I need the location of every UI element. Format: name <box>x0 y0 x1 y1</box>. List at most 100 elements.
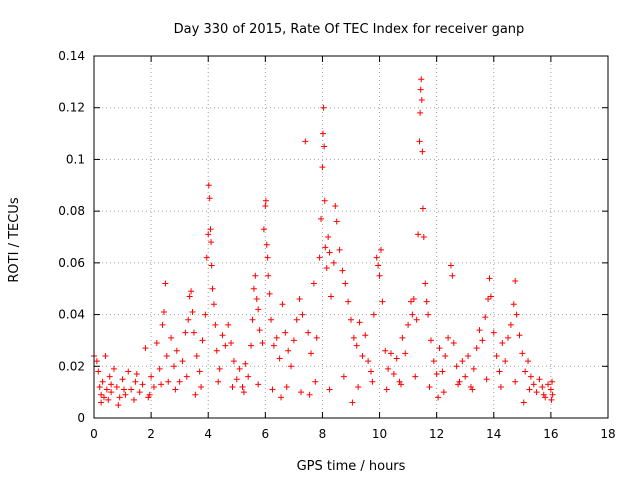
x-tick-label: 0 <box>90 427 98 441</box>
data-point <box>476 327 483 334</box>
data-point <box>328 293 335 300</box>
data-point <box>336 246 343 253</box>
data-point <box>367 368 374 375</box>
data-point <box>422 280 429 287</box>
data-point <box>110 365 117 372</box>
data-point <box>133 371 140 378</box>
data-point <box>240 389 247 396</box>
data-point <box>412 373 419 380</box>
data-point <box>455 381 462 388</box>
data-point <box>340 373 347 380</box>
data-point <box>425 311 432 318</box>
data-point <box>99 378 106 385</box>
data-point <box>103 386 110 393</box>
data-point <box>163 352 170 359</box>
data-point <box>447 262 454 269</box>
data-point <box>519 350 526 357</box>
data-point <box>482 314 489 321</box>
data-point <box>283 383 290 390</box>
data-point <box>119 376 126 383</box>
data-point <box>202 311 209 318</box>
data-point <box>417 86 424 93</box>
data-point <box>179 358 186 365</box>
data-point <box>302 138 309 145</box>
x-tick-label: 12 <box>429 427 444 441</box>
data-point <box>326 249 333 256</box>
data-point <box>323 265 330 272</box>
data-point <box>173 347 180 354</box>
x-tick-label: 14 <box>486 427 501 441</box>
data-point <box>417 109 424 116</box>
x-axis-label: GPS time / hours <box>297 459 406 474</box>
data-point <box>245 373 252 380</box>
data-point <box>153 340 160 347</box>
data-point <box>449 272 456 279</box>
data-point <box>148 373 155 380</box>
data-point <box>459 358 466 365</box>
data-point <box>390 371 397 378</box>
data-point <box>547 386 554 393</box>
data-point <box>116 394 123 401</box>
data-point <box>549 378 556 385</box>
data-point <box>98 399 105 406</box>
data-point <box>520 399 527 406</box>
data-point <box>185 316 192 323</box>
y-tick-label: 0.02 <box>58 359 85 373</box>
data-point <box>430 358 437 365</box>
data-point <box>387 350 394 357</box>
data-point <box>189 308 196 315</box>
data-point <box>252 272 259 279</box>
data-point <box>375 262 382 269</box>
data-point <box>383 386 390 393</box>
data-point <box>255 306 262 313</box>
data-point <box>250 285 257 292</box>
data-point <box>485 296 492 303</box>
x-tick-labels: 0 2 4 6 8 10 12 14 16 18 <box>90 427 615 441</box>
data-point <box>339 267 346 274</box>
data-point <box>215 378 222 385</box>
data-point <box>276 355 283 362</box>
data-point <box>146 391 153 398</box>
data-point <box>222 342 229 349</box>
data-point <box>225 321 232 328</box>
data-point <box>316 254 323 261</box>
data-point <box>320 104 327 111</box>
data-point <box>419 205 426 212</box>
data-point <box>273 334 280 341</box>
data-point <box>93 358 100 365</box>
data-point <box>473 345 480 352</box>
data-point <box>242 360 249 367</box>
data-point <box>145 394 152 401</box>
data-point <box>159 321 166 328</box>
data-point <box>165 378 172 385</box>
data-point <box>205 182 212 189</box>
data-point <box>130 396 137 403</box>
data-point <box>115 402 122 409</box>
data-point <box>270 342 277 349</box>
data-point <box>548 396 555 403</box>
data-point <box>264 254 271 261</box>
y-tick-label: 0.08 <box>58 204 85 218</box>
data-point <box>182 329 189 336</box>
data-point <box>290 337 297 344</box>
x-tick-label: 10 <box>372 427 387 441</box>
data-point <box>379 298 386 305</box>
x-tick-label: 16 <box>543 427 558 441</box>
data-point <box>205 231 212 238</box>
data-point <box>413 316 420 323</box>
data-point <box>310 280 317 287</box>
y-tick-label: 0.14 <box>58 49 85 63</box>
data-point <box>493 352 500 359</box>
data-point <box>120 386 127 393</box>
data-point <box>279 301 286 308</box>
data-point <box>186 293 193 300</box>
y-tick-label: 0 <box>77 411 85 425</box>
data-point <box>445 334 452 341</box>
data-point <box>490 329 497 336</box>
data-point <box>122 391 129 398</box>
data-point <box>265 272 272 279</box>
data-point <box>313 334 320 341</box>
data-point <box>419 148 426 155</box>
data-points <box>91 76 556 409</box>
data-point <box>542 394 549 401</box>
